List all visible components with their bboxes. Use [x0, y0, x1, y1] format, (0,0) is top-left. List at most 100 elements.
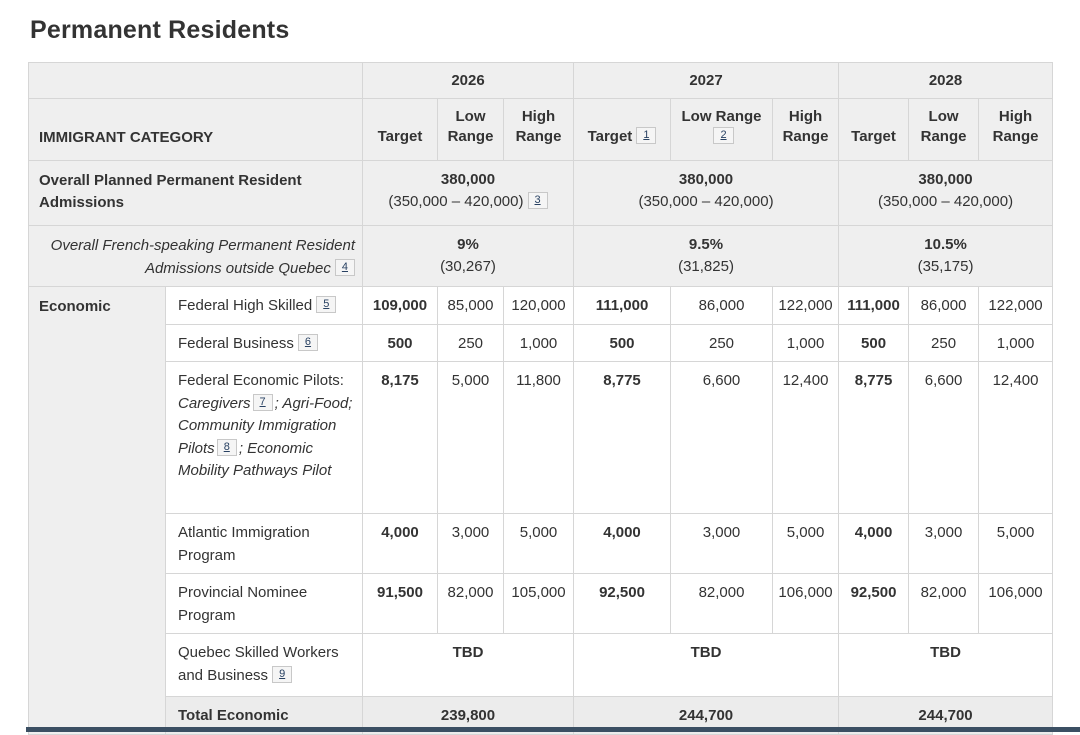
overall-admissions-label: Overall Planned Permanent Resident Admis… [28, 160, 363, 226]
header-2028-low-range: Low Range [908, 98, 980, 161]
footnote-link-7[interactable]: 7 [252, 393, 273, 411]
fhs-2027-low: 86,000 [670, 286, 774, 325]
aip-2026-high: 5,000 [502, 513, 575, 574]
pnp-2027-low: 82,000 [670, 573, 774, 634]
atlantic-label: Atlantic Immigration Program [165, 513, 363, 574]
row-federal-high-skilled: Economic Federal High Skilled 5 109,000 8… [28, 286, 1054, 735]
federal-high-skilled-label: Federal High Skilled 5 [165, 286, 363, 325]
french-2028-range: (35,175) [917, 257, 974, 275]
pnp-2026-high: 105,000 [502, 573, 575, 634]
quebec-2027-value: TBD [573, 633, 840, 697]
aip-2028-high: 5,000 [978, 513, 1054, 574]
quebec-label-text: Quebec Skilled Workers and Business [178, 644, 339, 684]
footnote-link-8[interactable]: 8 [216, 438, 237, 456]
header-2027-low-range: Low Range2 [670, 98, 774, 161]
aip-2027-target: 4,000 [573, 513, 672, 574]
pnp-label: Provincial Nominee Program [165, 573, 363, 634]
pilots-prefix-text: Federal Economic Pilots: [178, 372, 344, 389]
overall-2028-main: 380,000 [918, 171, 973, 188]
quebec-2028-value: TBD [838, 633, 1054, 697]
aip-2027-low: 3,000 [670, 513, 774, 574]
overall-2027-range: (350,000 – 420,000) [638, 192, 774, 210]
fb-2026-high: 1,000 [502, 323, 575, 362]
footnote-link-3[interactable]: 3 [527, 191, 548, 209]
immigrant-category-header: IMMIGRANT CATEGORY [28, 98, 363, 161]
header-2026-low-range: Low Range [437, 98, 504, 161]
year-header-row: 2026 2027 2028 [28, 62, 1054, 99]
header-2027-high-range: High Range [772, 98, 840, 161]
fhs-2026-low: 85,000 [437, 286, 504, 325]
header-2028-target: Target [838, 98, 910, 161]
overall-2026-range: (350,000 – 420,000) [388, 192, 524, 210]
fhs-2028-low: 86,000 [908, 286, 980, 325]
federal-business-text: Federal Business [178, 334, 294, 352]
fhs-2028-target: 111,000 [838, 286, 910, 325]
overall-2028-range: (350,000 – 420,000) [877, 192, 1014, 210]
fep-2026-target: 8,175 [362, 361, 438, 514]
row-federal-business: Federal Business 6 500 250 1,000 500 250 … [29, 323, 1054, 362]
federal-business-label: Federal Business 6 [165, 323, 363, 362]
fb-2027-low: 250 [670, 323, 774, 362]
aip-2028-target: 4,000 [838, 513, 910, 574]
fep-2028-high: 12,400 [978, 361, 1054, 514]
aip-2027-high: 5,000 [772, 513, 840, 574]
footnote-link-2[interactable]: 2 [713, 126, 734, 144]
fep-2027-high: 12,400 [772, 361, 840, 514]
pilots-agrifood-community-text: ; Agri-Food; Community Immigration Pilot… [178, 394, 353, 457]
fhs-2027-target: 111,000 [573, 286, 672, 325]
fb-2028-target: 500 [838, 323, 910, 362]
fb-2026-low: 250 [437, 323, 504, 362]
fb-2027-target: 500 [573, 323, 672, 362]
fhs-2026-target: 109,000 [362, 286, 438, 325]
fep-2027-target: 8,775 [573, 361, 672, 514]
page-title: Permanent Residents [30, 16, 290, 44]
year-header-2026: 2026 [361, 62, 575, 99]
french-2026-value: 9% (30,267) [361, 225, 575, 287]
pnp-2028-low: 82,000 [908, 573, 980, 634]
fep-2028-low: 6,600 [908, 361, 980, 514]
header-2026-high-range: High Range [502, 98, 575, 161]
year-header-spacer [28, 62, 363, 99]
fep-2027-low: 6,600 [670, 361, 774, 514]
pilots-emp-text: ; Economic Mobility Pathways Pilot [178, 439, 332, 480]
french-2026-main: 9% [457, 236, 479, 253]
footnote-link-9[interactable]: 9 [272, 665, 293, 683]
fb-2027-high: 1,000 [772, 323, 840, 362]
french-2027-main: 9.5% [688, 236, 724, 253]
row-overall-admissions: Overall Planned Permanent Resident Admis… [28, 160, 1054, 226]
pilots-caregivers-text: Caregivers [178, 394, 251, 412]
fb-2028-low: 250 [908, 323, 980, 362]
footnote-link-6[interactable]: 6 [297, 333, 319, 351]
federal-high-skilled-text: Federal High Skilled [178, 297, 313, 314]
aip-2026-target: 4,000 [362, 513, 438, 574]
fhs-2027-high: 122,000 [772, 286, 840, 325]
aip-2028-low: 3,000 [908, 513, 980, 574]
row-federal-economic-pilots: Federal Economic Pilots: Caregivers 7; Ag… [29, 361, 1054, 514]
fep-2026-low: 5,000 [437, 361, 504, 514]
pnp-2027-high: 106,000 [772, 573, 840, 634]
fep-2028-target: 8,775 [838, 361, 910, 514]
row-atlantic-immigration: Atlantic Immigration Program 4,000 3,000… [29, 513, 1054, 574]
economic-group-label: Economic [28, 286, 166, 735]
fb-2028-high: 1,000 [978, 323, 1054, 362]
footnote-link-5[interactable]: 5 [316, 296, 337, 313]
fb-2026-target: 500 [362, 323, 438, 362]
footnote-link-4[interactable]: 4 [334, 258, 355, 276]
row-french-speaking: Overall French-speaking Permanent Reside… [28, 225, 1054, 287]
pnp-2028-target: 92,500 [838, 573, 910, 634]
footnote-link-1[interactable]: 1 [636, 126, 657, 144]
overall-2026-main: 380,000 [440, 171, 496, 188]
pnp-2028-high: 106,000 [978, 573, 1054, 634]
header-2027-target: Target 1 [573, 98, 672, 161]
overall-2026-value: 380,000 (350,000 – 420,000) 3 [361, 160, 575, 226]
french-2028-main: 10.5% [924, 236, 967, 253]
quebec-2026-value: TBD [361, 633, 575, 697]
french-2027-value: 9.5% (31,825) [573, 225, 840, 287]
row-provincial-nominee: Provincial Nominee Program 91,500 82,000… [29, 573, 1054, 634]
fhs-2028-high: 122,000 [978, 286, 1054, 325]
pnp-2026-target: 91,500 [362, 573, 438, 634]
french-speaking-label: Overall French-speaking Permanent Reside… [28, 225, 363, 287]
header-2028-high-range: High Range [978, 98, 1054, 161]
column-header-row: IMMIGRANT CATEGORY Target Low Range High… [28, 98, 1054, 161]
overall-2027-value: 380,000 (350,000 – 420,000) [573, 160, 840, 226]
